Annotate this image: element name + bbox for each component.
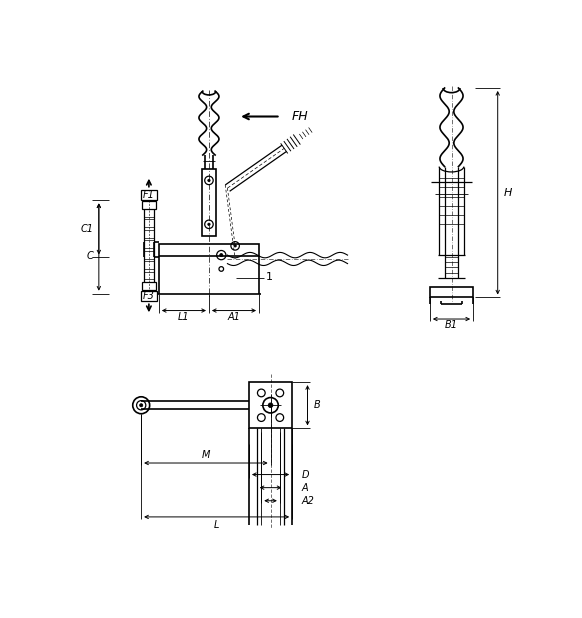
Bar (159, 243, 259, 256)
Text: A2: A2 (301, 496, 314, 506)
Bar (144, 271, 154, 279)
Text: F1: F1 (143, 190, 155, 200)
Circle shape (140, 404, 143, 407)
Bar (144, 251, 154, 258)
Text: 1: 1 (265, 272, 272, 282)
Bar (144, 240, 154, 248)
Text: A1: A1 (228, 313, 240, 323)
Text: L: L (214, 520, 219, 530)
Bar (202, 169, 216, 236)
Bar (141, 290, 157, 302)
Text: L1: L1 (178, 313, 190, 323)
Text: FH: FH (292, 110, 308, 123)
Bar (430, 287, 473, 297)
Bar (144, 219, 154, 227)
Text: D: D (301, 470, 309, 480)
Circle shape (220, 253, 223, 256)
Text: B: B (314, 400, 321, 410)
Text: B1: B1 (445, 320, 458, 330)
Bar (144, 261, 154, 269)
Text: C1: C1 (80, 224, 94, 234)
Text: F3: F3 (143, 291, 155, 301)
Bar (144, 209, 154, 217)
Text: H: H (504, 188, 512, 198)
Text: A: A (301, 483, 308, 493)
Bar (144, 230, 154, 238)
Text: C: C (87, 252, 94, 261)
Circle shape (208, 179, 210, 182)
Text: M: M (202, 451, 210, 460)
Bar (141, 190, 157, 200)
Circle shape (234, 245, 236, 247)
Bar (142, 282, 156, 290)
Bar (142, 201, 156, 209)
Bar (249, 382, 292, 428)
Circle shape (268, 403, 273, 407)
Circle shape (208, 223, 210, 226)
